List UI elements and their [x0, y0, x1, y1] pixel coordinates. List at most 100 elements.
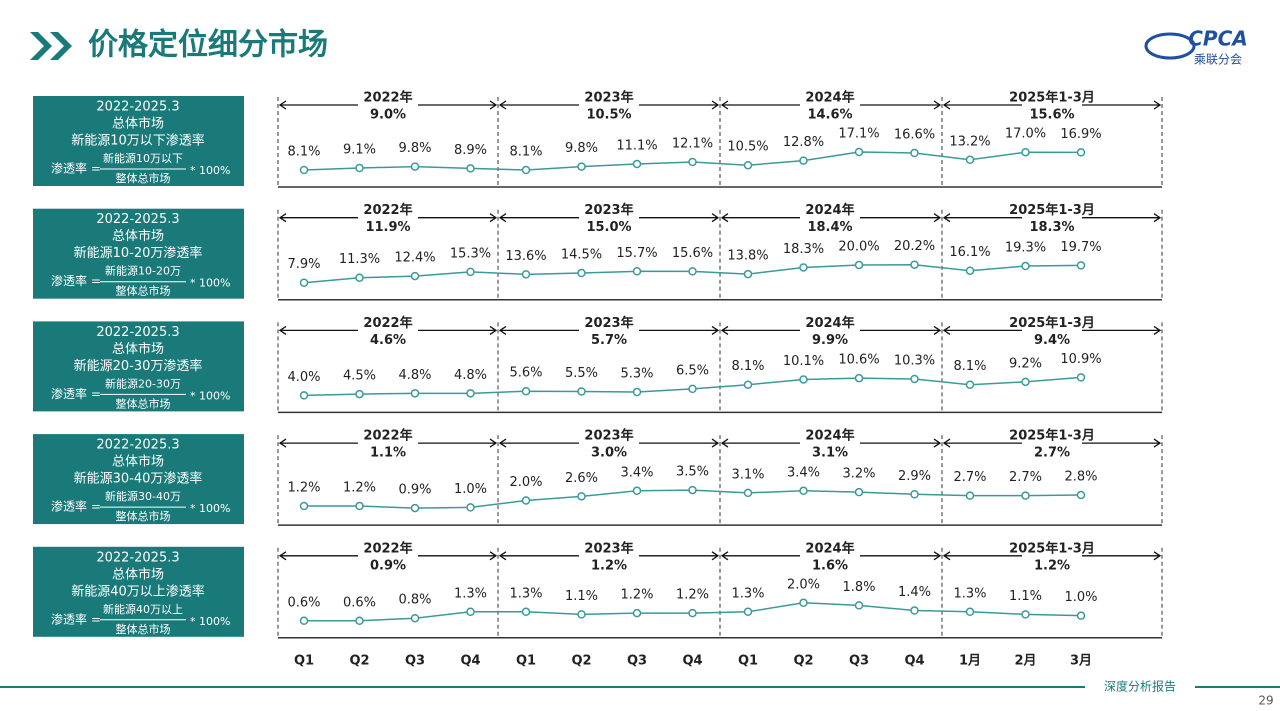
formula-denominator: 整体总市场 — [116, 284, 171, 298]
data-point — [355, 616, 364, 626]
data-label: 19.7% — [1060, 240, 1101, 255]
data-label: 10.5% — [727, 140, 768, 155]
arrow-left — [498, 325, 579, 335]
arrow-right — [418, 213, 498, 223]
box-subtitle: 新能源20-30万渗透率 — [74, 358, 203, 374]
data-point — [1021, 261, 1030, 271]
data-point — [799, 156, 808, 165]
data-point — [854, 373, 864, 383]
data-label: 1.2% — [343, 481, 376, 496]
arrow-right — [418, 438, 498, 448]
period-label: 2024年 — [805, 90, 854, 106]
data-point — [355, 389, 364, 399]
data-label: 19.3% — [1005, 241, 1046, 256]
data-label: 3.2% — [842, 467, 875, 482]
data-point — [632, 267, 642, 276]
x-tick-label: Q2 — [349, 654, 369, 669]
data-label: 0.6% — [287, 595, 320, 610]
arrow-left — [278, 213, 358, 223]
period-value: 1.1% — [370, 446, 406, 461]
x-tick-label: Q1 — [516, 654, 536, 669]
data-point — [743, 607, 753, 617]
data-label: 2.6% — [565, 471, 598, 486]
logo-subtext: 乘联分会 — [1194, 53, 1242, 67]
formula-denominator: 整体总市场 — [116, 622, 171, 636]
box-market: 总体市场 — [112, 228, 164, 244]
data-label: 8.1% — [509, 145, 542, 160]
data-point — [688, 267, 697, 276]
data-label: 5.5% — [565, 366, 598, 381]
arrow-right — [860, 551, 942, 561]
data-label: 8.1% — [731, 359, 764, 374]
data-label: 1.2% — [676, 588, 709, 603]
data-point — [466, 164, 475, 173]
data-label: 15.7% — [616, 246, 657, 261]
period-label: 2023年 — [584, 202, 633, 218]
data-point — [799, 486, 808, 496]
data-label: 11.3% — [339, 252, 380, 267]
chevron-icon — [30, 32, 72, 60]
box-period: 2022-2025.3 — [96, 550, 179, 565]
arrow-right — [639, 551, 720, 561]
data-label: 2.7% — [1009, 470, 1042, 485]
data-label: 3.4% — [787, 465, 820, 480]
data-label: 6.5% — [676, 363, 709, 378]
formula-lhs: 渗透率 = — [51, 611, 101, 626]
data-point — [965, 607, 975, 617]
data-label: 12.4% — [394, 251, 435, 266]
data-point — [688, 384, 697, 394]
box-period: 2022-2025.3 — [96, 100, 179, 115]
data-point — [299, 616, 309, 626]
formula-denominator: 整体总市场 — [116, 509, 171, 523]
data-point — [355, 501, 364, 511]
formula-denominator: 整体总市场 — [116, 171, 171, 185]
data-label: 9.1% — [343, 143, 376, 158]
data-label: 17.0% — [1005, 127, 1046, 142]
period-value: 1.6% — [812, 558, 848, 573]
arrow-left — [498, 551, 579, 561]
data-label: 16.6% — [894, 128, 935, 143]
period-value: 3.0% — [591, 446, 627, 461]
data-label: 13.8% — [727, 249, 768, 264]
arrow-left — [278, 100, 358, 110]
data-point — [299, 165, 309, 175]
period-label: 2022年 — [363, 315, 412, 331]
data-point — [632, 387, 642, 397]
formula-numerator: 新能源20-30万 — [105, 376, 181, 390]
formula-lhs: 渗透率 = — [51, 386, 101, 401]
period-label: 2025年1-3月 — [1009, 202, 1095, 218]
data-label: 5.3% — [620, 367, 653, 382]
period-label: 2022年 — [363, 428, 412, 444]
formula-factor: * 100% — [190, 164, 230, 177]
data-point — [1021, 610, 1030, 619]
data-label: 2.7% — [953, 470, 986, 485]
arrow-right — [639, 438, 720, 448]
data-label: 4.8% — [454, 368, 487, 383]
period-value: 1.2% — [1034, 558, 1070, 573]
period-label: 2023年 — [584, 428, 633, 444]
data-point — [965, 155, 975, 165]
data-label: 3.1% — [731, 467, 764, 482]
arrow-right — [1082, 551, 1162, 561]
data-point — [743, 488, 753, 498]
box-period: 2022-2025.3 — [96, 438, 179, 453]
data-point — [521, 165, 531, 175]
data-point — [854, 260, 864, 270]
data-point — [1076, 148, 1086, 157]
data-label: 1.3% — [731, 586, 764, 601]
period-label: 2022年 — [363, 202, 412, 218]
period-label: 2024年 — [805, 202, 854, 218]
data-label: 8.1% — [953, 359, 986, 374]
data-point — [521, 386, 531, 396]
arrow-left — [498, 213, 579, 223]
data-point — [410, 162, 420, 171]
data-point — [355, 163, 364, 173]
data-point — [410, 271, 420, 281]
data-label: 20.2% — [894, 239, 935, 254]
arrow-right — [418, 551, 498, 561]
data-point — [799, 598, 808, 608]
arrow-left — [720, 100, 800, 110]
box-market: 总体市场 — [112, 341, 164, 357]
period-label: 2025年1-3月 — [1009, 428, 1095, 444]
arrow-left — [720, 551, 800, 561]
